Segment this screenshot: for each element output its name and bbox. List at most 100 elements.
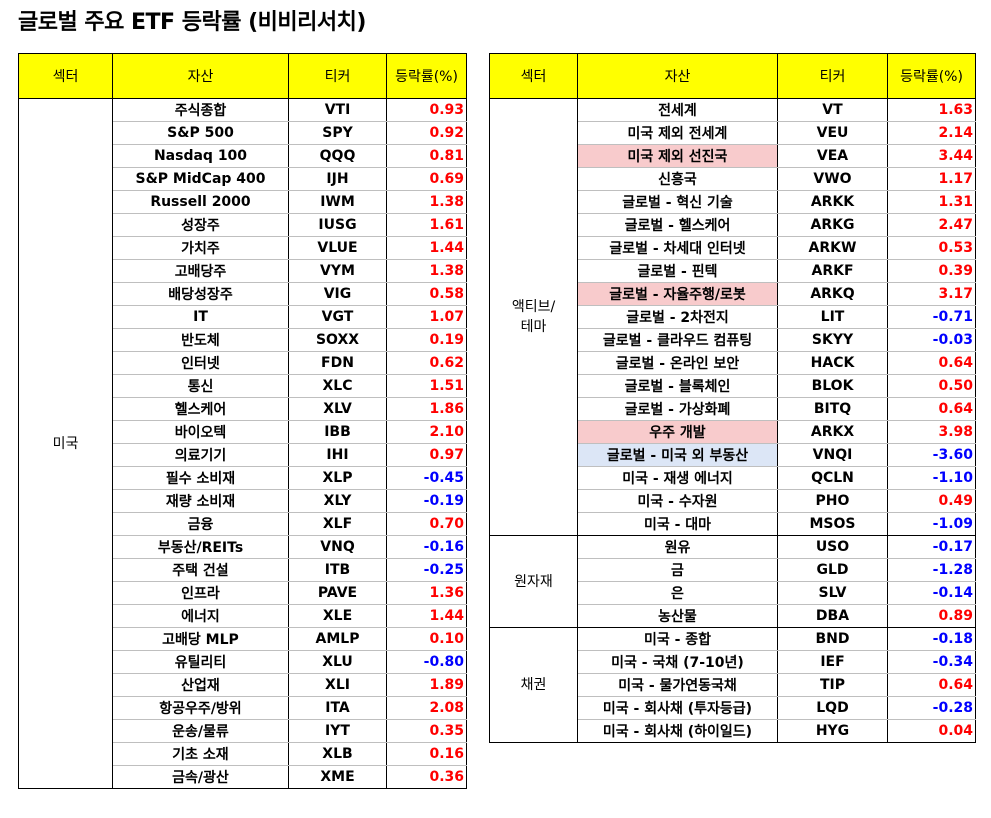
asset-cell: 미국 제외 선진국	[577, 144, 778, 168]
asset-cell: S&P 500	[112, 121, 289, 145]
asset-cell: 가치주	[112, 236, 289, 260]
asset-cell: 원유	[577, 535, 778, 559]
change-cell: 1.17	[887, 167, 976, 191]
table-row: 글로벌 - 2차전지 LIT -0.71	[490, 305, 976, 329]
asset-cell: 글로벌 - 온라인 보안	[577, 351, 778, 375]
asset-cell: 유틸리티	[112, 650, 289, 674]
asset-cell: 농산물	[577, 604, 778, 628]
ticker-cell: ARKF	[777, 259, 888, 283]
asset-cell: 금	[577, 558, 778, 582]
asset-cell: S&P MidCap 400	[112, 167, 289, 191]
ticker-cell: VWO	[777, 167, 888, 191]
ticker-cell: DBA	[777, 604, 888, 628]
header-ticker: 티커	[288, 53, 387, 99]
table-row: S&P 500 SPY 0.92	[19, 121, 467, 145]
asset-cell: 금융	[112, 512, 289, 536]
asset-cell: 글로벌 - 블록체인	[577, 374, 778, 398]
ticker-cell: XLF	[288, 512, 387, 536]
change-cell: 0.93	[386, 98, 467, 122]
asset-cell: 미국 - 재생 에너지	[577, 466, 778, 490]
asset-cell: 재량 소비재	[112, 489, 289, 513]
change-cell: -0.18	[887, 627, 976, 651]
table-row: 액티브/테마 전세계 VT 1.63	[489, 98, 976, 536]
ticker-cell: SLV	[777, 581, 888, 605]
asset-cell: 미국 - 종합	[577, 627, 778, 651]
table-header-row: 섹터 자산 티커 등락률(%)	[18, 53, 467, 99]
change-cell: 2.08	[386, 696, 467, 720]
table-row: 부동산/REITs VNQ -0.16	[19, 535, 467, 559]
ticker-cell: BND	[777, 627, 888, 651]
ticker-cell: XLE	[288, 604, 387, 628]
table-row: 미국 - 국채 (7-10년) IEF -0.34	[490, 650, 976, 674]
table-row: 운송/물류 IYT 0.35	[19, 719, 467, 743]
table-row: 우주 개발 ARKX 3.98	[490, 420, 976, 444]
asset-cell: 의료기기	[112, 443, 289, 467]
table-row: 글로벌 - 핀텍 ARKF 0.39	[490, 259, 976, 283]
asset-cell: 글로벌 - 헬스케어	[577, 213, 778, 237]
table-row: 성장주 IUSG 1.61	[19, 213, 467, 237]
table-row: 글로벌 - 블록체인 BLOK 0.50	[490, 374, 976, 398]
change-cell: 1.44	[386, 236, 467, 260]
asset-cell: 기초 소재	[112, 742, 289, 766]
change-cell: 1.31	[887, 190, 976, 214]
change-cell: 0.70	[386, 512, 467, 536]
ticker-cell: XLV	[288, 397, 387, 421]
change-cell: -0.28	[887, 696, 976, 720]
ticker-cell: ARKG	[777, 213, 888, 237]
asset-cell: 바이오텍	[112, 420, 289, 444]
ticker-cell: MSOS	[777, 512, 888, 536]
header-change: 등락률(%)	[887, 53, 976, 99]
table-row: 글로벌 - 혁신 기술 ARKK 1.31	[490, 190, 976, 214]
asset-cell: 고배당 MLP	[112, 627, 289, 651]
table-row: 미국 - 회사채 (하이일드) HYG 0.04	[490, 719, 976, 743]
ticker-cell: XLP	[288, 466, 387, 490]
change-cell: 1.86	[386, 397, 467, 421]
ticker-cell: IYT	[288, 719, 387, 743]
table-row: S&P MidCap 400 IJH 0.69	[19, 167, 467, 191]
asset-cell: 은	[577, 581, 778, 605]
table-row: 기초 소재 XLB 0.16	[19, 742, 467, 766]
ticker-cell: IEF	[777, 650, 888, 674]
table-row: 유틸리티 XLU -0.80	[19, 650, 467, 674]
ticker-cell: TIP	[777, 673, 888, 697]
asset-cell: 우주 개발	[577, 420, 778, 444]
table-row: Nasdaq 100 QQQ 0.81	[19, 144, 467, 168]
ticker-cell: ITB	[288, 558, 387, 582]
asset-cell: 주식종합	[112, 98, 289, 122]
ticker-cell: XLB	[288, 742, 387, 766]
table-row: 글로벌 - 차세대 인터넷 ARKW 0.53	[490, 236, 976, 260]
change-cell: 0.64	[887, 397, 976, 421]
ticker-cell: ITA	[288, 696, 387, 720]
change-cell: 0.64	[887, 673, 976, 697]
change-cell: 3.98	[887, 420, 976, 444]
sector-cell: 원자재	[489, 535, 578, 628]
change-cell: -0.71	[887, 305, 976, 329]
change-cell: 0.10	[386, 627, 467, 651]
ticker-cell: GLD	[777, 558, 888, 582]
change-cell: 0.36	[386, 765, 467, 789]
asset-cell: 주택 건설	[112, 558, 289, 582]
change-cell: 0.35	[386, 719, 467, 743]
ticker-cell: QCLN	[777, 466, 888, 490]
table-row: 원자재 원유 USO -0.17	[489, 535, 976, 628]
change-cell: -0.03	[887, 328, 976, 352]
ticker-cell: ARKX	[777, 420, 888, 444]
ticker-cell: VYM	[288, 259, 387, 283]
table-row: 의료기기 IHI 0.97	[19, 443, 467, 467]
change-cell: 3.44	[887, 144, 976, 168]
asset-cell: 미국 제외 전세계	[577, 121, 778, 145]
asset-cell: 미국 - 대마	[577, 512, 778, 536]
ticker-cell: ARKK	[777, 190, 888, 214]
ticker-cell: VNQ	[288, 535, 387, 559]
asset-cell: 통신	[112, 374, 289, 398]
ticker-cell: VNQI	[777, 443, 888, 467]
change-cell: 0.92	[386, 121, 467, 145]
ticker-cell: HYG	[777, 719, 888, 743]
change-cell: 1.38	[386, 190, 467, 214]
change-cell: -0.16	[386, 535, 467, 559]
table-row: 미국 - 수자원 PHO 0.49	[490, 489, 976, 513]
table-row: 미국 주식종합 VTI 0.93	[18, 98, 467, 789]
change-cell: 0.39	[887, 259, 976, 283]
table-row: 금융 XLF 0.70	[19, 512, 467, 536]
table-row: 필수 소비재 XLP -0.45	[19, 466, 467, 490]
